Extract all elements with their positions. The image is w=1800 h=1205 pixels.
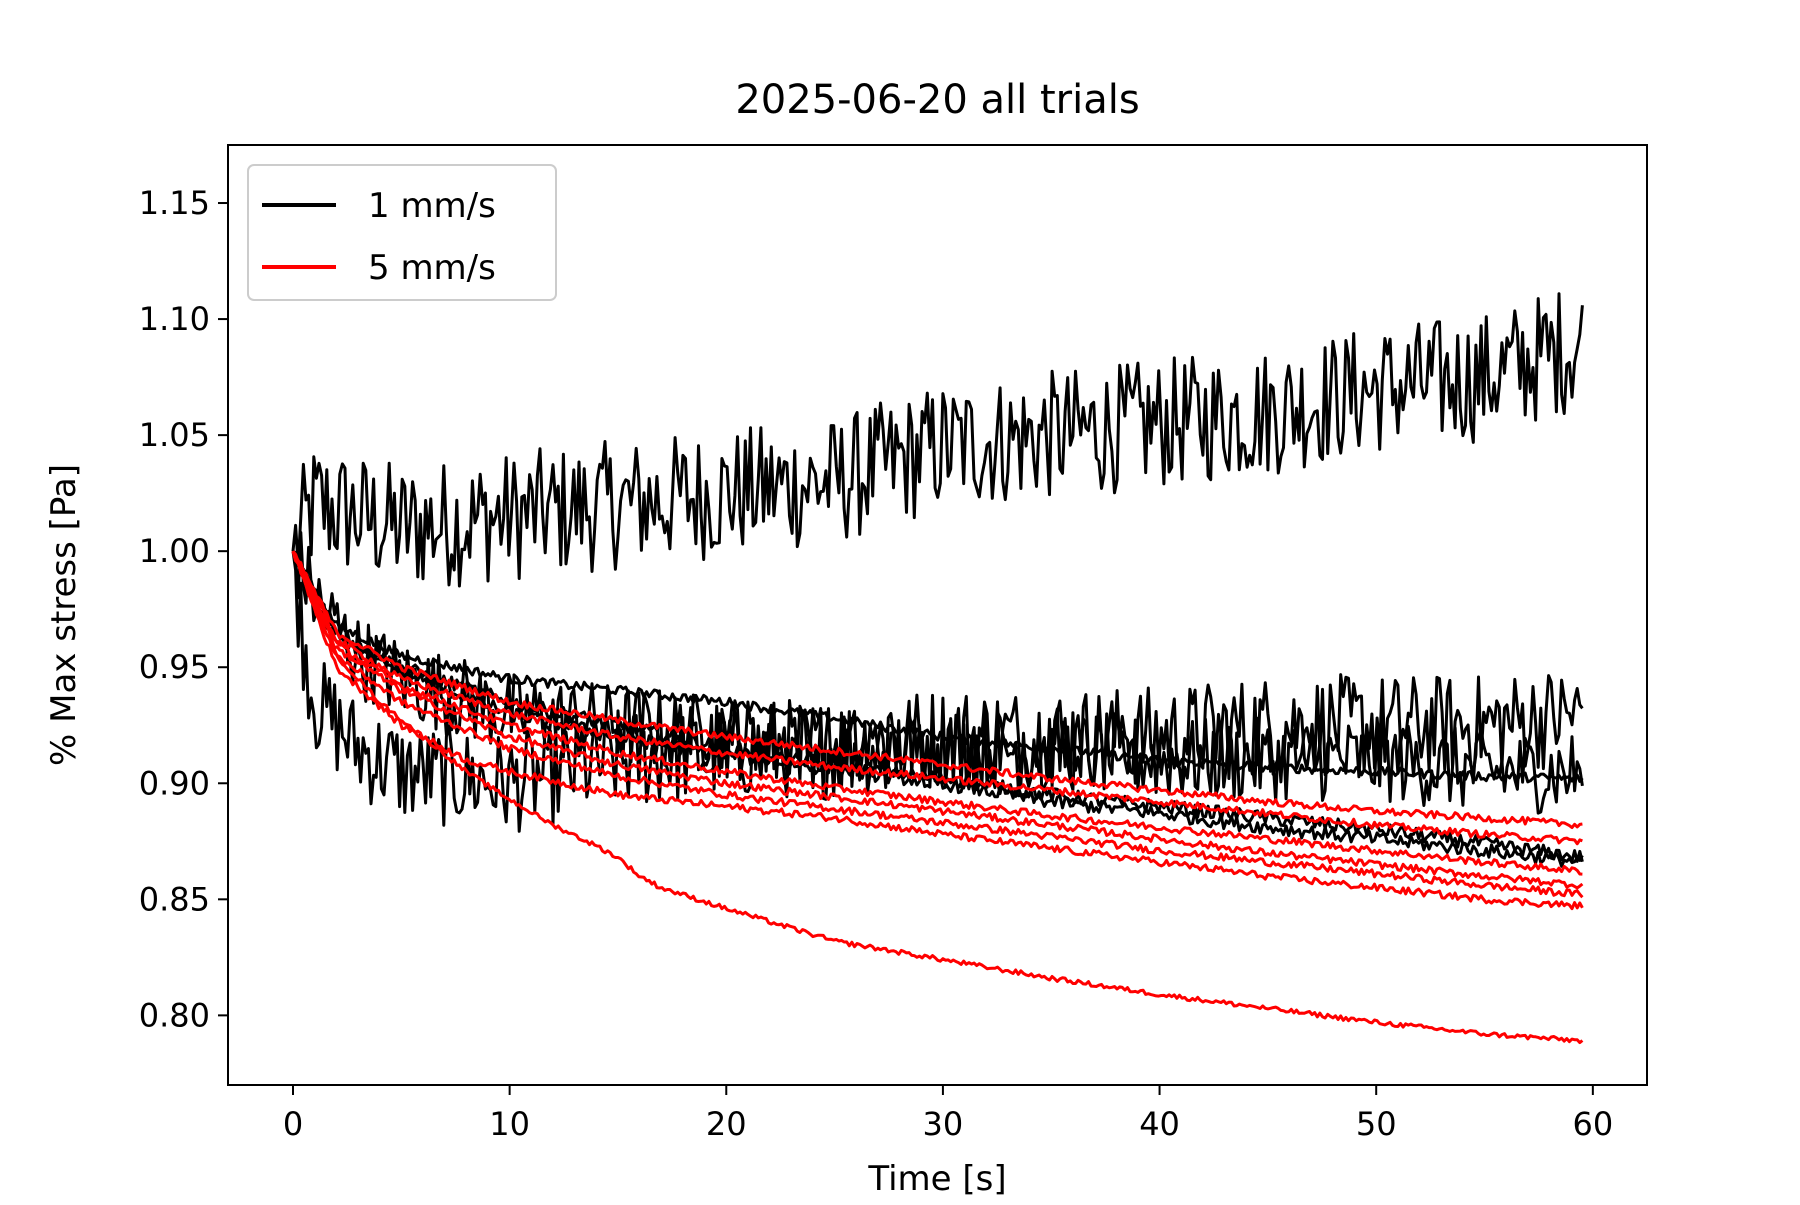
x-tick-label: 20: [706, 1105, 747, 1143]
y-tick-label: 0.95: [139, 648, 210, 686]
x-tick-label: 0: [283, 1105, 303, 1143]
y-tick-label: 1.00: [139, 532, 210, 570]
legend-label-5mm: 5 mm/s: [368, 248, 496, 288]
chart-title: 2025-06-20 all trials: [735, 77, 1139, 123]
plot-frame: [227, 144, 1648, 1086]
series-line-5mm: [291, 550, 1583, 846]
series-line-1mm: [291, 292, 1584, 588]
series-lines: [291, 292, 1584, 1045]
x-tick-label: 30: [923, 1105, 964, 1143]
y-tick-label: 0.80: [139, 996, 210, 1034]
series-line-5mm: [291, 550, 1583, 830]
legend-label-1mm: 1 mm/s: [368, 186, 496, 226]
y-axis-label: % Max stress [Pa]: [44, 464, 84, 766]
legend: 1 mm/s 5 mm/s: [247, 164, 557, 301]
y-tick-label: 0.85: [139, 880, 210, 918]
series-line-1mm: [291, 531, 1584, 815]
y-tick-label: 0.90: [139, 764, 210, 802]
series-line-5mm: [291, 550, 1584, 1045]
x-axis-ticks: 0 10 20 30 40 50 60: [283, 1085, 1613, 1143]
y-tick-label: 1.10: [139, 300, 210, 338]
y-axis-ticks: 0.80 0.85 0.90 0.95 1.00 1.05 1.10 1.15: [139, 184, 228, 1034]
series-line-5mm: [291, 550, 1583, 876]
x-tick-label: 50: [1356, 1105, 1397, 1143]
series-line-1mm: [291, 550, 1584, 868]
x-axis-label: Time [s]: [867, 1159, 1006, 1199]
series-line-1mm: [292, 549, 1584, 784]
x-tick-label: 40: [1139, 1105, 1180, 1143]
series-line-5mm: [291, 550, 1584, 890]
x-tick-label: 60: [1572, 1105, 1613, 1143]
series-line-5mm: [291, 550, 1584, 911]
series-line-5mm: [291, 550, 1584, 899]
y-tick-label: 1.15: [139, 184, 210, 222]
y-tick-label: 1.05: [139, 416, 210, 454]
x-tick-label: 10: [489, 1105, 530, 1143]
